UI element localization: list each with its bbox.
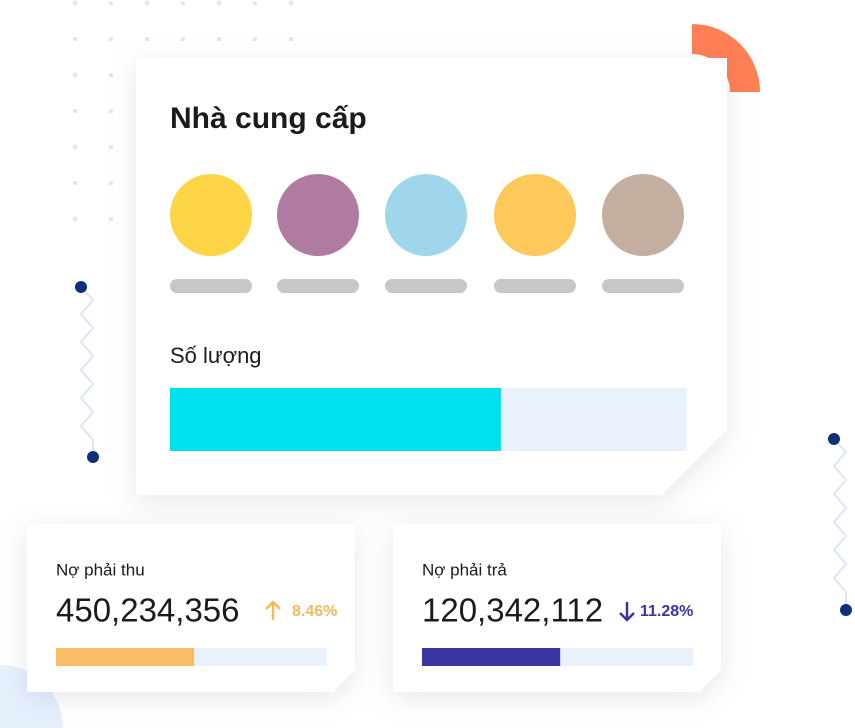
dot (181, 1, 185, 5)
dot (145, 1, 149, 5)
card-title: Nhà cung cấp (170, 102, 367, 135)
dot (828, 433, 840, 445)
change: 8.46% (292, 603, 337, 620)
dot (75, 281, 87, 293)
supplier-avatar (602, 174, 684, 256)
zigzag (79, 286, 95, 457)
amount: 120,342,112 (422, 592, 603, 629)
name-placeholder (277, 279, 359, 293)
dot (73, 37, 77, 41)
supplier-avatar (385, 174, 467, 256)
quantity-label: Số lượng (170, 343, 262, 368)
dot (840, 604, 852, 616)
card-label: Nợ phải trả (422, 560, 507, 579)
dot (289, 1, 293, 5)
dot (73, 181, 77, 185)
supplier-card (136, 58, 727, 495)
dot (73, 217, 77, 221)
dot (73, 109, 77, 113)
name-placeholder (170, 279, 252, 293)
dot (217, 37, 221, 41)
blue-corner (0, 665, 63, 728)
dot (253, 37, 257, 41)
supplier-avatar (170, 174, 252, 256)
dot (253, 1, 257, 5)
supplier-avatar (277, 174, 359, 256)
dot (73, 145, 77, 149)
dot (217, 1, 221, 5)
dot (73, 73, 77, 77)
dot (109, 37, 113, 41)
dot (109, 1, 113, 5)
dot (109, 73, 113, 77)
name-placeholder (385, 279, 467, 293)
dot (73, 1, 77, 5)
name-placeholder (602, 279, 684, 293)
dot (109, 181, 113, 185)
change: 11.28% (640, 603, 693, 620)
dot (181, 37, 185, 41)
dot (109, 145, 113, 149)
progress-fill (56, 648, 195, 666)
supplier-avatar (494, 174, 576, 256)
progress-fill (422, 648, 561, 666)
dot (87, 451, 99, 463)
zigzag (832, 438, 848, 610)
down-arrow (619, 602, 635, 622)
name-placeholder (494, 279, 576, 293)
dot (289, 37, 293, 41)
progress-fill (170, 388, 501, 451)
dot (109, 109, 113, 113)
dot (109, 217, 113, 221)
dot (145, 37, 149, 41)
up-arrow (265, 600, 281, 620)
amount: 450,234,356 (56, 592, 240, 629)
card-label: Nợ phải thu (56, 560, 145, 579)
